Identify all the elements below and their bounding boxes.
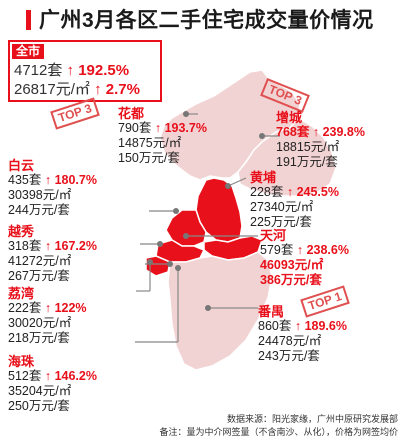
district-units-line: 860套 ↑ 189.6% [258, 319, 347, 334]
district-price: 46093元/㎡ [260, 258, 324, 272]
district-total: 218万元/套 [8, 331, 70, 345]
district-units-change: ↑ 245.5% [286, 185, 339, 199]
district-name: 天河 [260, 228, 287, 243]
citywide-price-change: ↑ 2.7% [94, 81, 140, 98]
citywide-units-change: ↑ 192.5% [66, 62, 130, 79]
district-name: 荔湾 [8, 286, 35, 301]
leader-dots [147, 111, 265, 311]
district-price: 27340元/㎡ [250, 200, 314, 214]
map-region-zengcheng [237, 117, 337, 197]
district-name: 增城 [276, 110, 303, 125]
citywide-price: 26817元/㎡ [14, 81, 90, 98]
district-price: 35204元/㎡ [8, 384, 72, 398]
district-block-huangpu: 黄埔 228套 ↑ 245.5% 27340元/㎡ 225万元/套 [250, 170, 339, 230]
remark-note: 备注：量为中介网签量（不含南沙、从化），价格为网签均价 [159, 427, 398, 437]
district-units: 222套 [8, 301, 42, 315]
district-units: 860套 [258, 319, 292, 333]
district-units-change: ↑ 167.2% [44, 239, 97, 253]
district-units-change: ↑ 238.6% [296, 243, 349, 257]
page-title: 广州3月各区二手住宅成交量价情况 [26, 4, 374, 34]
district-total: 150万元/套 [118, 151, 180, 165]
district-name: 越秀 [8, 224, 35, 239]
district-units-line: 318套 ↑ 167.2% [8, 239, 97, 254]
district-price: 41272元/㎡ [8, 254, 72, 268]
district-units-change: ↑ 239.8% [312, 125, 365, 139]
district-total: 267万元/套 [8, 269, 70, 283]
citywide-label: 全市 [12, 44, 45, 59]
district-name: 白云 [8, 158, 35, 173]
district-units: 318套 [8, 239, 42, 253]
district-name: 花都 [118, 106, 145, 121]
district-total: 244万元/套 [8, 203, 70, 217]
citywide-price-line: 26817元/㎡ ↑ 2.7% [14, 78, 140, 99]
district-units-change: ↑ 146.2% [44, 369, 97, 383]
district-block-tianhe: 天河 579套 ↑ 238.6% 46093元/㎡ 386万元/套 [260, 228, 349, 288]
district-units: 768套 [276, 125, 310, 139]
title-accent-bar [26, 10, 31, 30]
district-block-panyu: 番禺 860套 ↑ 189.6% 24478元/㎡ 243万元/套 [258, 304, 347, 364]
district-total: 243万元/套 [258, 349, 320, 363]
district-block-haizhu: 海珠 512套 ↑ 146.2% 35204元/㎡ 250万元/套 [8, 354, 97, 414]
district-name: 番禺 [258, 304, 285, 319]
district-block-huadu: 花都 790套 ↑ 193.7% 14875元/㎡ 150万元/套 [118, 106, 207, 166]
district-units-line: 228套 ↑ 245.5% [250, 185, 339, 200]
district-total: 191万元/套 [276, 155, 338, 169]
district-units: 435套 [8, 173, 42, 187]
district-name: 海珠 [8, 354, 35, 369]
district-units-line: 222套 ↑ 122% [8, 301, 87, 316]
district-units-change: ↑ 180.7% [44, 173, 97, 187]
district-price: 30398元/㎡ [8, 188, 72, 202]
district-block-yuexiu: 越秀 318套 ↑ 167.2% 41272元/㎡ 267万元/套 [8, 224, 97, 284]
district-units-change: ↑ 122% [44, 301, 87, 315]
district-block-liwan: 荔湾 222套 ↑ 122% 30020元/㎡ 218万元/套 [8, 286, 87, 346]
district-price: 14875元/㎡ [118, 136, 182, 150]
district-price: 18815元/㎡ [276, 140, 340, 154]
district-units: 512套 [8, 369, 42, 383]
citywide-summary-box: 全市 4712套 ↑ 192.5% 26817元/㎡ ↑ 2.7% [8, 40, 162, 102]
district-total: 225万元/套 [250, 215, 312, 229]
district-units: 790套 [118, 121, 152, 135]
district-price: 24478元/㎡ [258, 334, 322, 348]
district-price: 30020元/㎡ [8, 316, 72, 330]
district-total: 250万元/套 [8, 399, 70, 413]
district-block-zengcheng: 增城 768套 ↑ 239.8% 18815元/㎡ 191万元/套 [276, 110, 365, 170]
district-units-line: 790套 ↑ 193.7% [118, 121, 207, 136]
district-units: 579套 [260, 243, 294, 257]
district-total: 386万元/套 [260, 273, 322, 287]
district-units-change: ↑ 189.6% [294, 319, 347, 333]
citywide-units: 4712套 [14, 62, 63, 79]
district-units-line: 768套 ↑ 239.8% [276, 125, 365, 140]
title-text: 广州3月各区二手住宅成交量价情况 [39, 9, 374, 32]
district-name: 黄埔 [250, 170, 277, 185]
district-units-change: ↑ 193.7% [154, 121, 207, 135]
citywide-units-line: 4712套 ↑ 192.5% [14, 59, 129, 80]
district-units-line: 512套 ↑ 146.2% [8, 369, 97, 384]
data-source-note: 数据来源：阳光家缘，广州中原研究发展部 [226, 414, 398, 424]
district-units: 228套 [250, 185, 284, 199]
map-region-tianhe [203, 235, 263, 261]
district-units-line: 435套 ↑ 180.7% [8, 173, 97, 188]
district-block-baiyun: 白云 435套 ↑ 180.7% 30398元/㎡ 244万元/套 [8, 158, 97, 218]
map-region-panyu [167, 251, 273, 371]
district-units-line: 579套 ↑ 238.6% [260, 243, 349, 258]
